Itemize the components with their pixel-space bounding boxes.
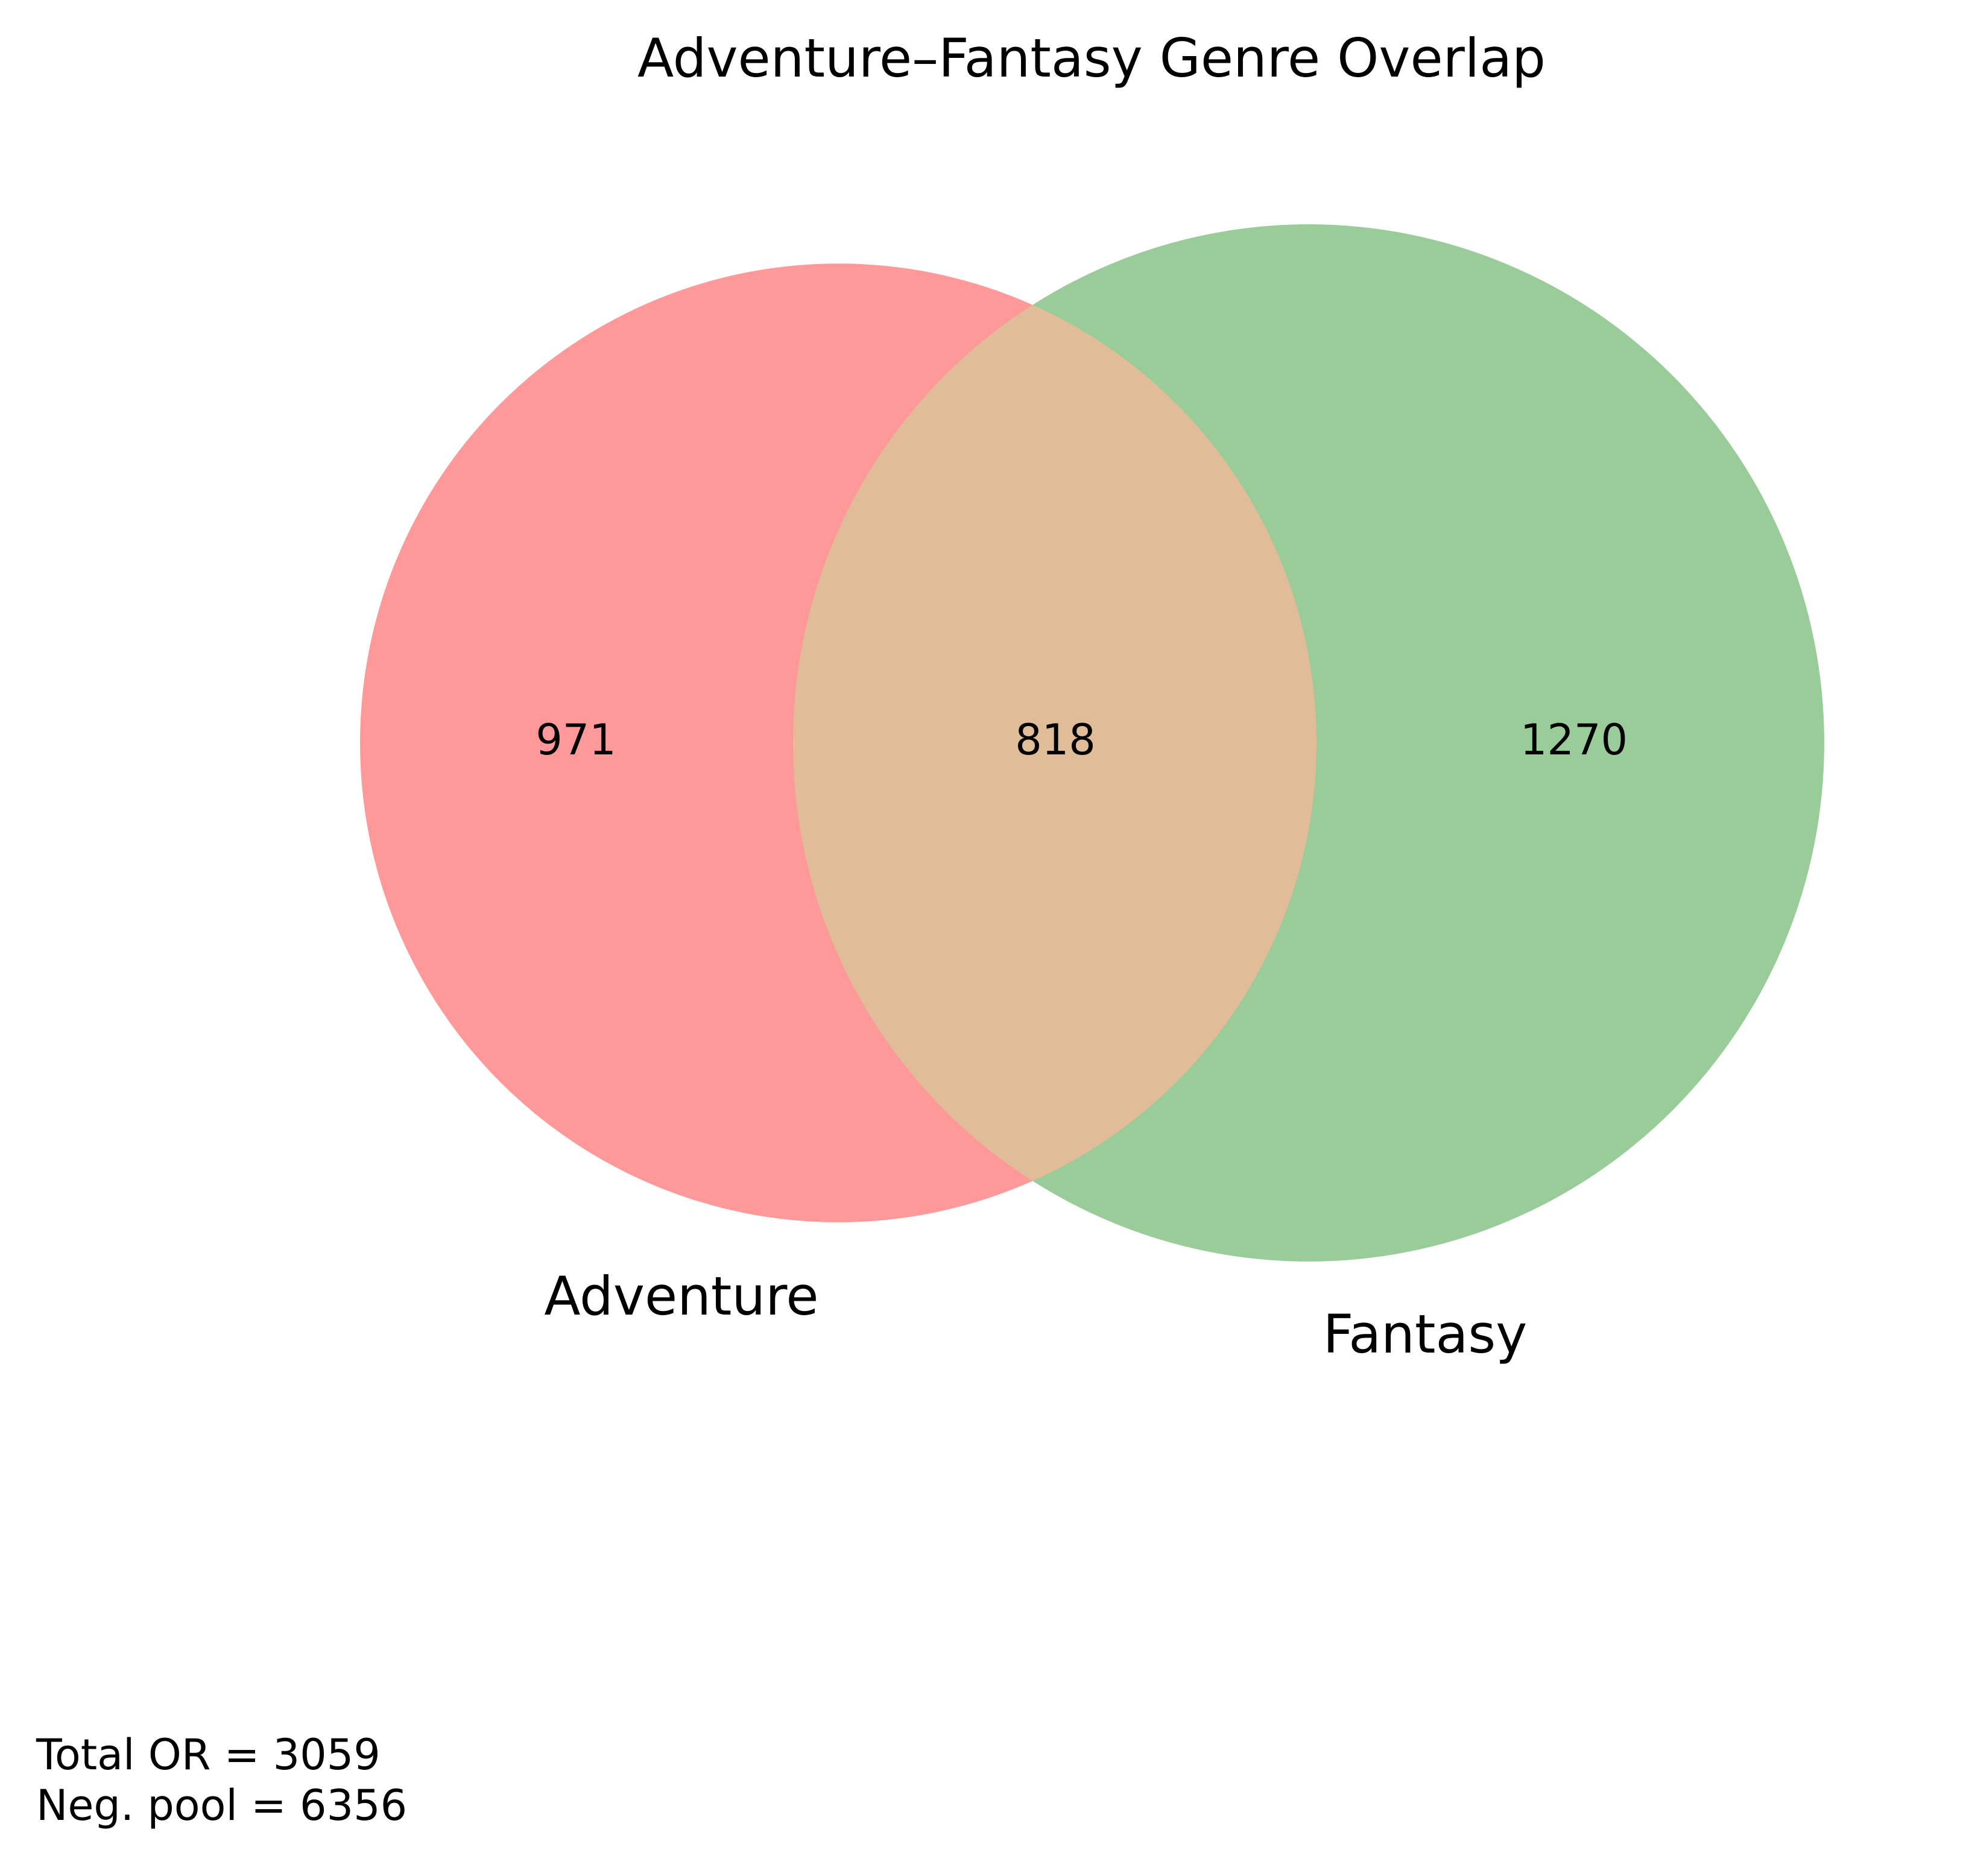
adventure-only-count: 971 [536,715,616,765]
footer-notes: Total OR = 3059 Neg. pool = 6356 [36,1729,407,1831]
total-or-text: Total OR = 3059 [36,1730,381,1780]
chart-title: Adventure–Fantasy Genre Overlap [637,27,1546,89]
overlap-region [793,264,1316,1222]
intersection-count: 818 [1015,715,1096,765]
adventure-set-label: Adventure [544,1265,818,1327]
neg-pool-text: Neg. pool = 6356 [36,1781,408,1830]
fantasy-set-label: Fantasy [1323,1303,1528,1365]
fantasy-only-count: 1270 [1520,715,1628,765]
